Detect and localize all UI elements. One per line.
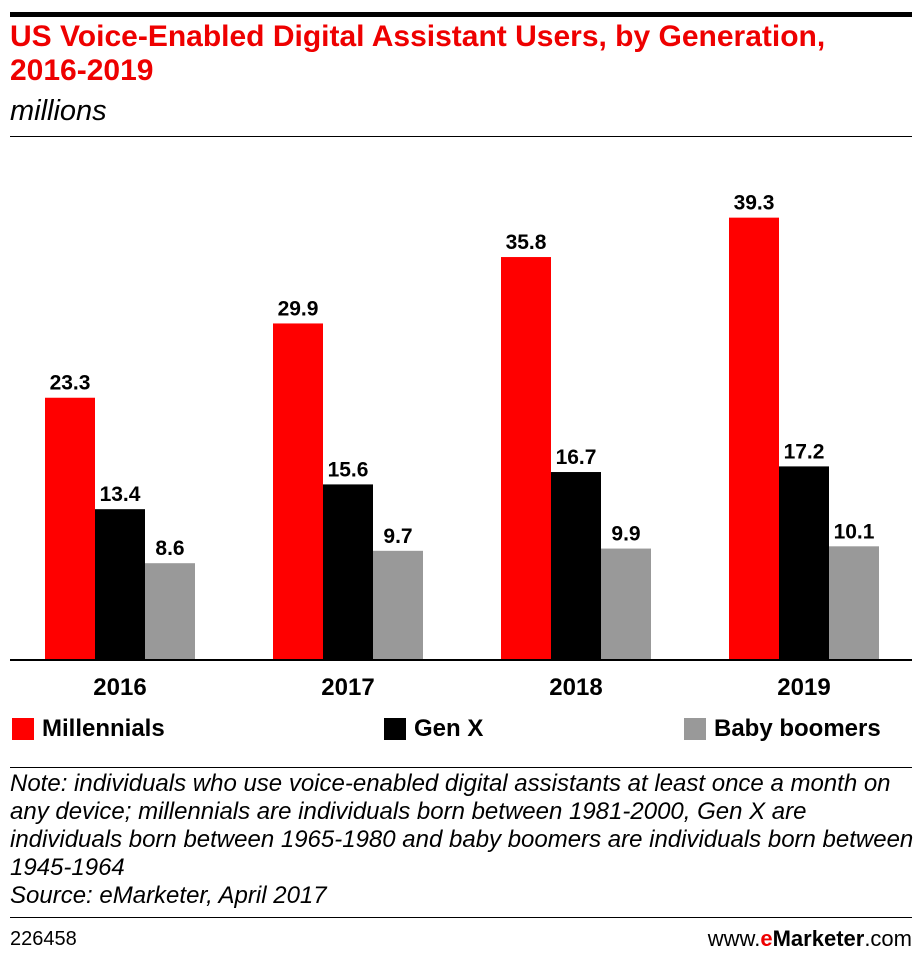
brand-marketer: Marketer — [772, 926, 865, 951]
x-tick-label-2016: 2016 — [93, 674, 146, 701]
legend-swatch-millennials — [12, 718, 34, 740]
footer-rule — [10, 917, 912, 918]
chart-notes: Note: individuals who use voice-enabled … — [10, 770, 915, 910]
note-text: Note: individuals who use voice-enabled … — [10, 770, 914, 881]
x-tick-label-2019: 2019 — [777, 674, 830, 701]
data-label-baby-boomers-2019: 10.1 — [834, 520, 875, 543]
bar-millennials-2016 — [45, 397, 95, 660]
top-rule — [10, 12, 912, 17]
note-rule — [10, 767, 912, 768]
data-label-gen-x-2018: 16.7 — [556, 446, 597, 469]
data-label-gen-x-2017: 15.6 — [328, 458, 369, 481]
data-label-millennials-2016: 23.3 — [50, 372, 91, 395]
legend-label-millennials: Millennials — [42, 715, 165, 742]
bar-millennials-2017 — [273, 323, 323, 660]
bar-gen-x-2018 — [551, 472, 601, 660]
legend-swatch-gen-x — [384, 718, 406, 740]
chart-id: 226458 — [10, 928, 77, 950]
x-tick-label-2017: 2017 — [321, 674, 374, 701]
bar-millennials-2019 — [729, 217, 779, 660]
data-label-gen-x-2016: 13.4 — [100, 483, 141, 506]
legend-label-baby-boomers: Baby boomers — [714, 715, 881, 742]
bar-gen-x-2017 — [323, 484, 373, 660]
bar-gen-x-2019 — [779, 466, 829, 660]
x-tick-label-2018: 2018 — [549, 674, 602, 701]
brand-prefix: www. — [707, 926, 761, 951]
data-label-baby-boomers-2016: 8.6 — [155, 537, 184, 560]
data-label-millennials-2018: 35.8 — [506, 231, 547, 254]
legend-item-millennials: Millennials — [12, 715, 165, 743]
legend-label-gen-x: Gen X — [414, 715, 484, 742]
bar-baby-boomers-2018 — [601, 548, 651, 660]
chart-legend: Millennials Gen X Baby boomers — [0, 715, 922, 745]
bar-baby-boomers-2016 — [145, 563, 195, 660]
subtitle-rule — [10, 136, 912, 137]
bar-baby-boomers-2019 — [829, 546, 879, 660]
brand-logo: www.eMarketer.com — [708, 926, 912, 952]
data-label-gen-x-2019: 17.2 — [784, 440, 825, 463]
legend-item-gen-x: Gen X — [384, 715, 483, 743]
legend-item-baby-boomers: Baby boomers — [684, 715, 881, 743]
data-label-baby-boomers-2018: 9.9 — [611, 523, 640, 546]
bar-baby-boomers-2017 — [373, 550, 423, 660]
legend-swatch-baby-boomers — [684, 718, 706, 740]
data-label-baby-boomers-2017: 9.7 — [383, 525, 412, 548]
chart-subtitle: millions — [10, 95, 107, 127]
data-label-millennials-2019: 39.3 — [734, 192, 775, 215]
bar-chart: 23.3 13.4 8.6 2016 29.9 15.6 9.7 2017 35.8 16.7 9.… — [10, 192, 912, 701]
bar-gen-x-2016 — [95, 509, 145, 660]
bar-millennials-2018 — [501, 257, 551, 660]
data-label-millennials-2017: 29.9 — [278, 297, 319, 320]
source-text: Source: eMarketer, April 2017 — [10, 882, 327, 909]
brand-suffix: .com — [864, 926, 912, 951]
chart-title: US Voice-Enabled Digital Assistant Users… — [10, 20, 826, 87]
brand-e: e — [760, 926, 773, 951]
